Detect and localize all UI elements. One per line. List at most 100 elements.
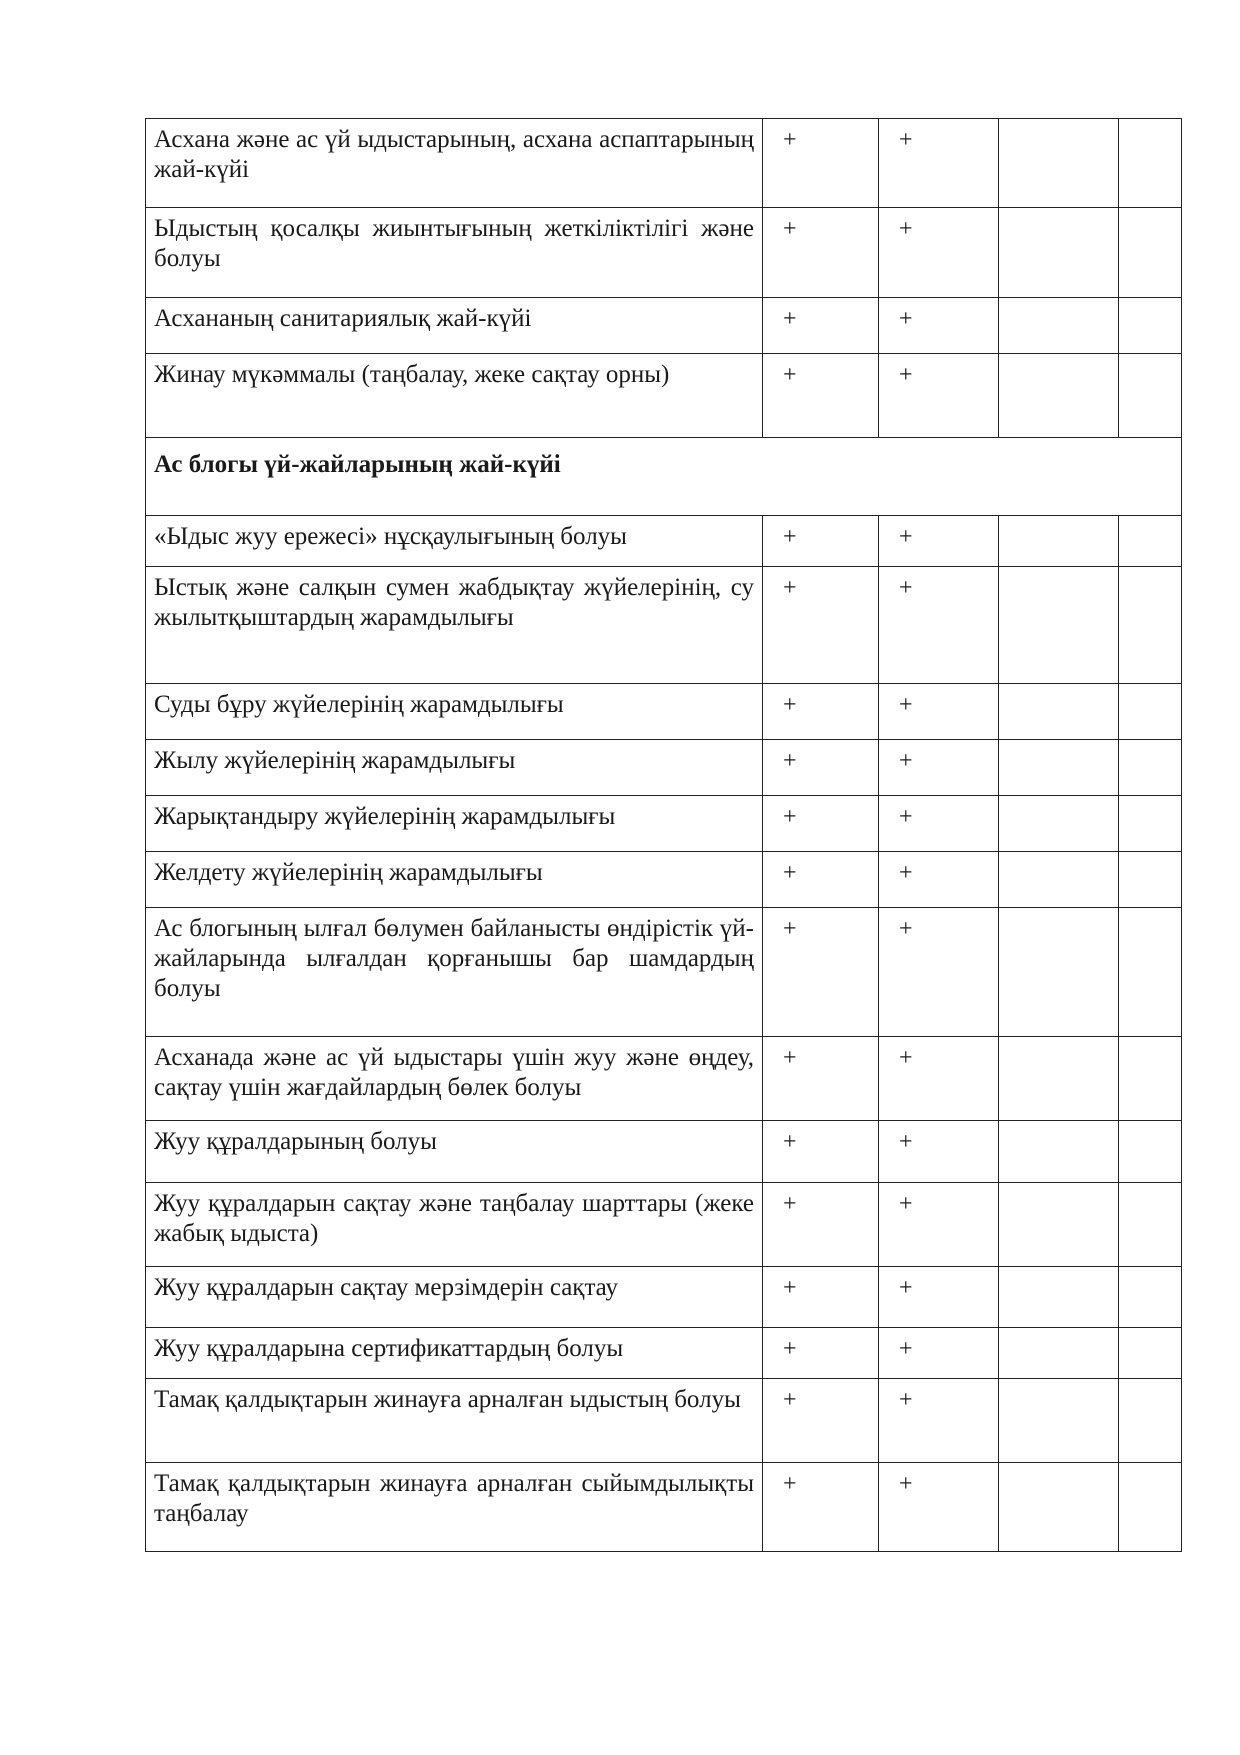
- criterion-cell: Жылу жүйелерінің жарамдылығы: [145, 739, 763, 796]
- mark-cell-3: [998, 1378, 1119, 1463]
- criterion-cell: Жинау мүкәммалы (таңбалау, жеке сақтау о…: [145, 353, 763, 438]
- mark-cell-3: [998, 795, 1119, 852]
- mark-cell-3: [998, 566, 1119, 684]
- mark-cell-1: +: [762, 353, 879, 438]
- mark-cell-4: [1118, 1182, 1182, 1267]
- mark-cell-4: [1118, 1378, 1182, 1463]
- mark-cell-3: [998, 207, 1119, 298]
- mark-cell-4: [1118, 1036, 1182, 1121]
- mark-cell-1: +: [762, 1120, 879, 1183]
- mark-cell-2: +: [878, 515, 999, 567]
- mark-cell-3: [998, 851, 1119, 908]
- criterion-cell: Ас блогының ылғал бөлумен байланысты өнд…: [145, 907, 763, 1037]
- table-row: Жуу құралдарын сақтау және таңбалау шарт…: [145, 1182, 1182, 1267]
- mark-cell-4: [1118, 1120, 1182, 1183]
- table-row: Жуу құралдарын сақтау мерзімдерін сақтау…: [145, 1266, 1182, 1328]
- mark-cell-4: [1118, 566, 1182, 684]
- mark-cell-4: [1118, 118, 1182, 208]
- mark-cell-1: +: [762, 566, 879, 684]
- mark-cell-1: +: [762, 1462, 879, 1552]
- table-row: Жарықтандыру жүйелерінің жарамдылығы + +: [145, 795, 1182, 852]
- table-row: Жуу құралдарына сертификаттардың болуы + +: [145, 1327, 1182, 1379]
- section-row: Ас блогы үй-жайларының жай-күйі: [145, 437, 1182, 516]
- mark-cell-3: [998, 1182, 1119, 1267]
- mark-cell-2: +: [878, 1120, 999, 1183]
- criterion-cell: Ыдыстың қосалқы жиынтығының жеткіліктілі…: [145, 207, 763, 298]
- table-row: Ыдыстың қосалқы жиынтығының жеткіліктілі…: [145, 207, 1182, 298]
- table-row: Асханада және ас үй ыдыстары үшін жуу жә…: [145, 1036, 1182, 1121]
- table-row: Ыстық және салқын сумен жабдықтау жүйеле…: [145, 566, 1182, 684]
- mark-cell-2: +: [878, 851, 999, 908]
- mark-cell-3: [998, 1120, 1119, 1183]
- inspection-table: Асхана және ас үй ыдыстарының, асхана ас…: [145, 118, 1182, 1552]
- criterion-cell: Жуу құралдарының болуы: [145, 1120, 763, 1183]
- criterion-cell: Жуу құралдарына сертификаттардың болуы: [145, 1327, 763, 1379]
- criterion-cell: Суды бұру жүйелерінің жарамдылығы: [145, 683, 763, 740]
- mark-cell-2: +: [878, 1462, 999, 1552]
- mark-cell-2: +: [878, 1036, 999, 1121]
- criterion-cell: Асхананың санитариялық жай-күйі: [145, 297, 763, 354]
- table-row: Жуу құралдарының болуы + +: [145, 1120, 1182, 1183]
- mark-cell-4: [1118, 683, 1182, 740]
- table-row: Жинау мүкәммалы (таңбалау, жеке сақтау о…: [145, 353, 1182, 438]
- table-row: Тамақ қалдықтарын жинауға арналған сыйым…: [145, 1462, 1182, 1552]
- mark-cell-4: [1118, 795, 1182, 852]
- criterion-cell: Тамақ қалдықтарын жинауға арналған ыдыст…: [145, 1378, 763, 1463]
- criterion-cell: Желдету жүйелерінің жарамдылығы: [145, 851, 763, 908]
- mark-cell-3: [998, 907, 1119, 1037]
- mark-cell-1: +: [762, 795, 879, 852]
- mark-cell-2: +: [878, 353, 999, 438]
- mark-cell-1: +: [762, 907, 879, 1037]
- mark-cell-4: [1118, 1266, 1182, 1328]
- section-title: Ас блогы үй-жайларының жай-күйі: [145, 437, 1182, 516]
- mark-cell-3: [998, 297, 1119, 354]
- table-row: Тамақ қалдықтарын жинауға арналған ыдыст…: [145, 1378, 1182, 1463]
- mark-cell-1: +: [762, 1266, 879, 1328]
- criterion-cell: Тамақ қалдықтарын жинауға арналған сыйым…: [145, 1462, 763, 1552]
- mark-cell-4: [1118, 1462, 1182, 1552]
- mark-cell-2: +: [878, 1266, 999, 1328]
- mark-cell-1: +: [762, 118, 879, 208]
- mark-cell-3: [998, 739, 1119, 796]
- mark-cell-3: [998, 515, 1119, 567]
- mark-cell-2: +: [878, 566, 999, 684]
- table-row: Ас блогының ылғал бөлумен байланысты өнд…: [145, 907, 1182, 1037]
- mark-cell-4: [1118, 515, 1182, 567]
- mark-cell-1: +: [762, 207, 879, 298]
- mark-cell-1: +: [762, 1036, 879, 1121]
- mark-cell-4: [1118, 297, 1182, 354]
- mark-cell-4: [1118, 907, 1182, 1037]
- table-row: «Ыдыс жуу ережесі» нұсқаулығының болуы + +: [145, 515, 1182, 567]
- mark-cell-2: +: [878, 739, 999, 796]
- mark-cell-4: [1118, 1327, 1182, 1379]
- table-row: Суды бұру жүйелерінің жарамдылығы + +: [145, 683, 1182, 740]
- mark-cell-1: +: [762, 297, 879, 354]
- mark-cell-4: [1118, 207, 1182, 298]
- mark-cell-4: [1118, 353, 1182, 438]
- mark-cell-2: +: [878, 683, 999, 740]
- table-row: Жылу жүйелерінің жарамдылығы + +: [145, 739, 1182, 796]
- table-row: Асхана және ас үй ыдыстарының, асхана ас…: [145, 118, 1182, 208]
- mark-cell-2: +: [878, 297, 999, 354]
- criterion-cell: Асхана және ас үй ыдыстарының, асхана ас…: [145, 118, 763, 208]
- mark-cell-3: [998, 1327, 1119, 1379]
- mark-cell-1: +: [762, 1378, 879, 1463]
- mark-cell-2: +: [878, 118, 999, 208]
- mark-cell-2: +: [878, 207, 999, 298]
- criterion-cell: Асханада және ас үй ыдыстары үшін жуу жә…: [145, 1036, 763, 1121]
- table-row: Асхананың санитариялық жай-күйі + +: [145, 297, 1182, 354]
- mark-cell-3: [998, 1036, 1119, 1121]
- criterion-cell: «Ыдыс жуу ережесі» нұсқаулығының болуы: [145, 515, 763, 567]
- mark-cell-1: +: [762, 1182, 879, 1267]
- table-row: Желдету жүйелерінің жарамдылығы + +: [145, 851, 1182, 908]
- mark-cell-1: +: [762, 739, 879, 796]
- mark-cell-1: +: [762, 1327, 879, 1379]
- mark-cell-2: +: [878, 795, 999, 852]
- mark-cell-2: +: [878, 1182, 999, 1267]
- mark-cell-3: [998, 353, 1119, 438]
- mark-cell-2: +: [878, 1327, 999, 1379]
- criterion-cell: Жуу құралдарын сақтау мерзімдерін сақтау: [145, 1266, 763, 1328]
- mark-cell-3: [998, 1462, 1119, 1552]
- mark-cell-3: [998, 683, 1119, 740]
- mark-cell-4: [1118, 739, 1182, 796]
